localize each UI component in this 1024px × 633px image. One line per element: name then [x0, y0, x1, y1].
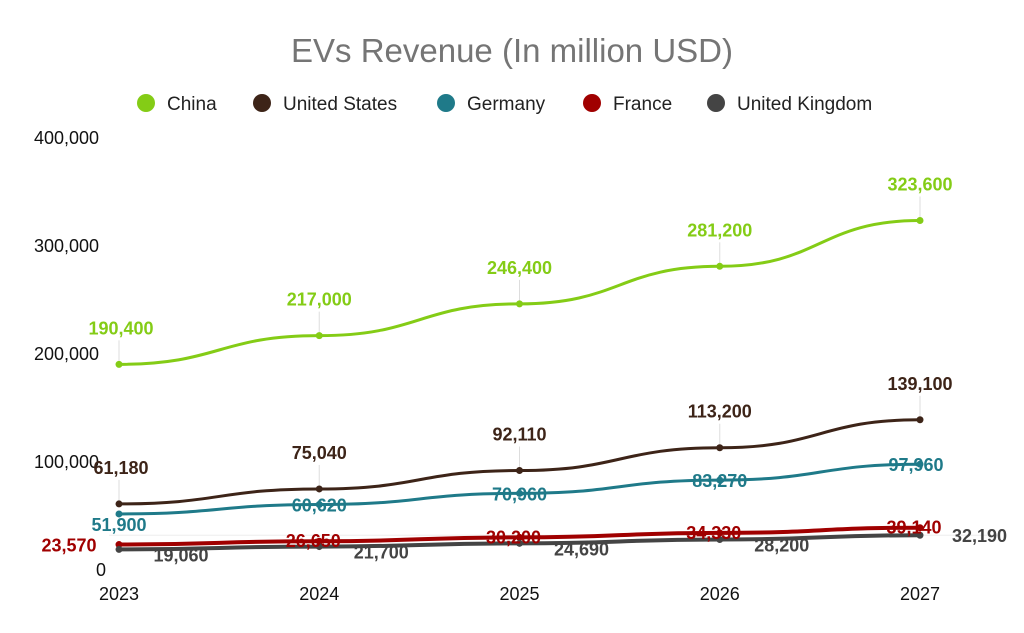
data-label: 61,180 — [93, 458, 148, 478]
data-point[interactable] — [315, 485, 323, 493]
data-label: 323,600 — [887, 175, 952, 195]
data-point[interactable] — [516, 467, 523, 475]
legend-label[interactable]: France — [613, 94, 672, 115]
data-point[interactable] — [916, 217, 924, 225]
data-label: 92,110 — [492, 425, 546, 445]
series-lines — [115, 217, 924, 553]
data-label: 281,200 — [687, 220, 752, 240]
data-label: 113,200 — [688, 402, 752, 422]
data-label: 30,200 — [486, 527, 541, 547]
series-china — [115, 217, 924, 368]
chart-title: EVs Revenue (In million USD) — [291, 32, 733, 69]
legend-marker — [707, 94, 725, 112]
legend-label[interactable]: Germany — [467, 94, 546, 115]
x-tick-label: 2025 — [499, 584, 539, 604]
series-france — [115, 524, 924, 549]
label-leaders — [118, 196, 921, 504]
legend-label[interactable]: United States — [283, 94, 397, 115]
data-point[interactable] — [115, 360, 123, 368]
data-point[interactable] — [916, 524, 924, 532]
series-germany — [115, 460, 924, 518]
data-label: 70,960 — [492, 484, 547, 504]
y-tick-label: 400,000 — [34, 128, 99, 148]
data-point[interactable] — [916, 416, 924, 424]
data-label: 24,690 — [554, 539, 609, 559]
data-label: 97,960 — [888, 455, 943, 475]
data-label: 139,100 — [887, 374, 952, 394]
data-point[interactable] — [516, 539, 523, 547]
data-label: 51,900 — [91, 515, 146, 535]
data-label: 19,060 — [153, 545, 208, 565]
data-point[interactable] — [716, 262, 724, 270]
data-point[interactable] — [115, 500, 123, 508]
data-point[interactable] — [516, 533, 523, 541]
data-label: 32,190 — [952, 526, 1007, 546]
data-point[interactable] — [916, 460, 924, 468]
y-tick-label: 100,000 — [34, 452, 99, 472]
legend-marker — [437, 94, 455, 112]
data-label: 34,330 — [686, 523, 741, 543]
data-point[interactable] — [315, 537, 323, 545]
data-point[interactable] — [315, 501, 323, 509]
series-united-kingdom — [115, 531, 924, 553]
data-point[interactable] — [315, 543, 323, 551]
data-label: 21,700 — [354, 543, 409, 563]
data-point[interactable] — [716, 476, 724, 484]
data-label: 28,200 — [754, 536, 809, 556]
legend: China United States Germany France United Ki… — [137, 94, 872, 115]
legend-label[interactable]: China — [167, 94, 217, 115]
legend-marker — [137, 94, 155, 112]
data-point[interactable] — [516, 300, 523, 308]
data-point[interactable] — [516, 489, 523, 497]
data-point[interactable] — [115, 545, 123, 553]
data-label: 39,140 — [886, 518, 941, 538]
data-labels: 190,400 217,000 246,400 281,200 323,600 61,18… — [41, 175, 1007, 566]
data-label: 217,000 — [287, 290, 352, 310]
data-label: 75,040 — [292, 443, 347, 463]
y-tick-label: 0 — [96, 560, 106, 580]
series-united-states — [115, 416, 924, 508]
data-point[interactable] — [716, 536, 724, 544]
data-label: 246,400 — [487, 258, 552, 278]
x-tick-label: 2023 — [99, 584, 139, 604]
data-label: 26,650 — [286, 531, 341, 551]
data-label: 23,570 — [41, 536, 96, 556]
y-tick-label: 200,000 — [34, 344, 99, 364]
data-point[interactable] — [716, 529, 724, 537]
legend-label[interactable]: United Kingdom — [737, 94, 872, 115]
data-point[interactable] — [916, 531, 924, 539]
legend-marker — [583, 94, 601, 112]
x-tick-label: 2027 — [900, 584, 940, 604]
x-tick-label: 2024 — [299, 584, 339, 604]
data-point[interactable] — [315, 332, 323, 340]
data-label: 60,620 — [292, 496, 347, 516]
y-tick-label: 300,000 — [34, 236, 99, 256]
data-point[interactable] — [115, 541, 123, 549]
data-label: 83,270 — [692, 471, 747, 491]
legend-marker — [253, 94, 271, 112]
x-axis: 2023 2024 2025 2026 2027 — [99, 534, 1000, 604]
data-point[interactable] — [115, 510, 123, 518]
x-tick-label: 2026 — [700, 584, 740, 604]
data-label: 190,400 — [88, 318, 153, 338]
data-point[interactable] — [716, 444, 724, 452]
y-axis: 0 100,000 200,000 300,000 400,000 — [34, 128, 106, 580]
